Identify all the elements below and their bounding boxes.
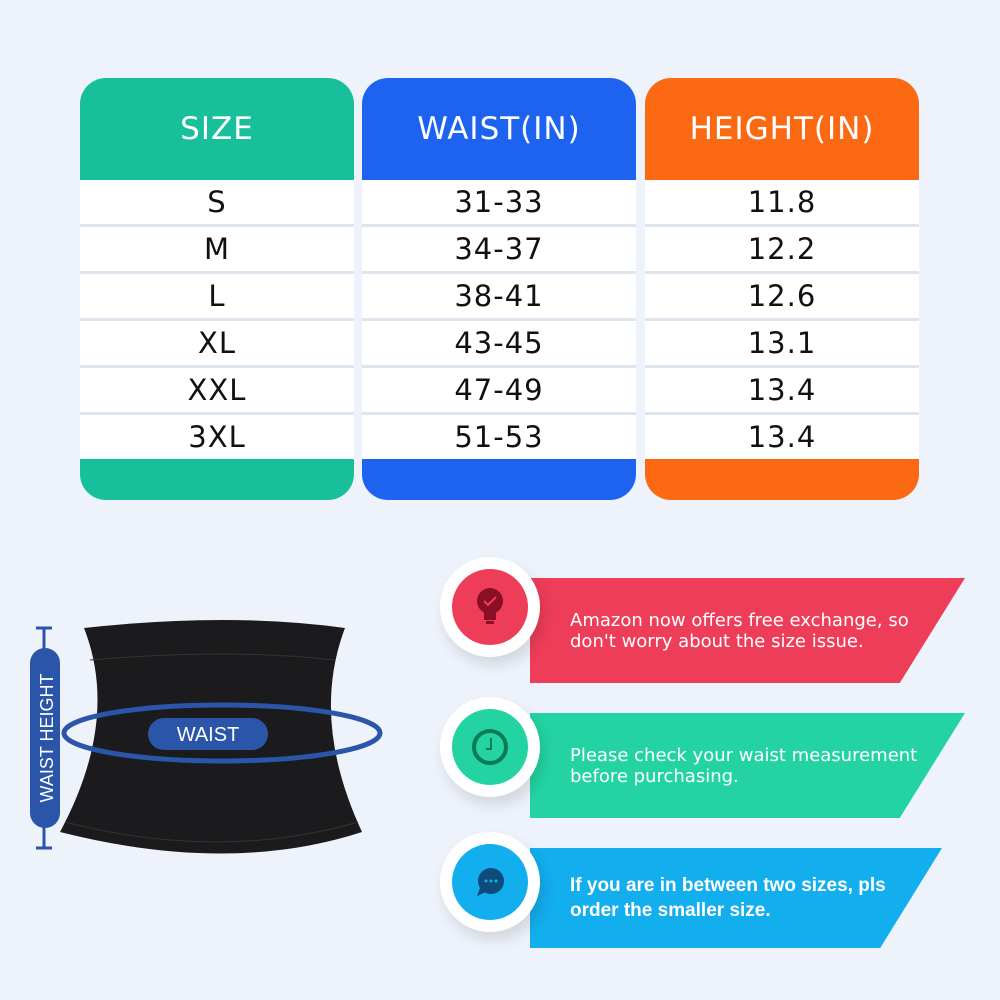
waist-ring (61, 702, 383, 764)
height-column: HEIGHT(IN) 11.8 12.2 12.6 13.1 13.4 13.4 (645, 78, 919, 500)
clock-icon (472, 729, 508, 765)
waist-cell: 43-45 (362, 321, 636, 365)
waist-cell: 34-37 (362, 227, 636, 271)
tip-icon-badge (440, 832, 540, 932)
tip-text: Please check your waist measurement befo… (570, 744, 918, 787)
height-cell: 13.4 (645, 415, 919, 459)
tip-banner-exchange: Amazon now offers free exchange, so don'… (530, 578, 965, 683)
tip-text: If you are in between two sizes, pls ord… (570, 875, 886, 921)
tip-banner-size: If you are in between two sizes, pls ord… (530, 848, 942, 948)
tip-text: Amazon now offers free exchange, so don'… (570, 609, 909, 652)
size-cell: M (80, 227, 354, 271)
tip-icon-badge (440, 557, 540, 657)
size-cell: XXL (80, 368, 354, 412)
height-cell: 13.4 (645, 368, 919, 412)
size-cell: L (80, 274, 354, 318)
waist-trainer-diagram: WAIST WAIST HEIGHT (30, 620, 383, 854)
waist-height-pill (30, 648, 60, 828)
height-header: HEIGHT(IN) (689, 111, 875, 147)
size-column: SIZE S M L XL XXL 3XL (80, 78, 354, 500)
height-cell: 12.6 (645, 274, 919, 318)
waist-header: WAIST(IN) (417, 111, 581, 147)
waist-cell: 47-49 (362, 368, 636, 412)
lightbulb-check-icon (477, 588, 503, 624)
waist-height-label: WAIST HEIGHT (37, 673, 57, 802)
height-cell: 13.1 (645, 321, 919, 365)
size-header: SIZE (180, 111, 254, 147)
waist-cell: 31-33 (362, 180, 636, 224)
waist-cell: 38-41 (362, 274, 636, 318)
waist-label-pill (148, 718, 268, 750)
height-cell: 12.2 (645, 227, 919, 271)
tip-banner-measure: Please check your waist measurement befo… (530, 713, 965, 818)
chat-bubble-icon (477, 868, 504, 896)
waist-label: WAIST (177, 724, 240, 746)
height-cell: 11.8 (645, 180, 919, 224)
size-cell: XL (80, 321, 354, 365)
waist-column: WAIST(IN) 31-33 34-37 38-41 43-45 47-49 … (362, 78, 636, 500)
size-cell: 3XL (80, 415, 354, 459)
size-cell: S (80, 180, 354, 224)
tip-icon-badge (440, 697, 540, 797)
waist-cell: 51-53 (362, 415, 636, 459)
